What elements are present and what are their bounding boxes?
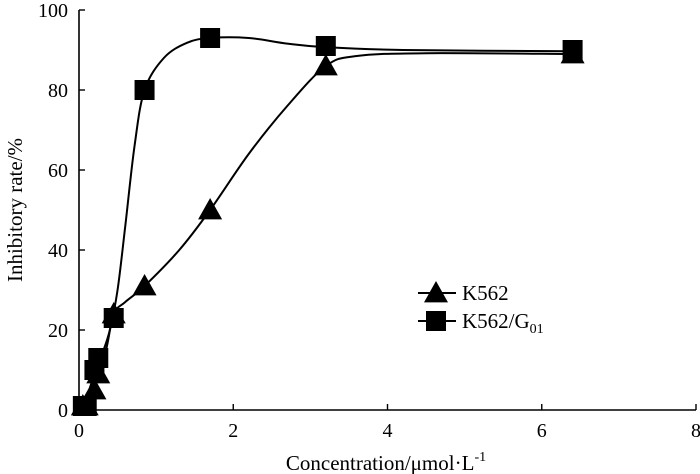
x-tick-label: 6 (537, 420, 547, 442)
axes (78, 10, 696, 411)
series-line-k562 (81, 52, 573, 411)
x-axis-title: Concentration/μmol·L-1 (286, 450, 486, 474)
y-tick-label: 20 (48, 320, 68, 342)
data-point-k562-g01 (134, 80, 155, 100)
data-point-k562-g01 (103, 308, 124, 328)
data-point-k562-g01 (562, 40, 583, 60)
x-tick-label: 2 (228, 420, 238, 442)
legend-label-subscript: 01 (530, 322, 544, 337)
y-tick-label: 80 (48, 80, 68, 102)
series-k562-g01 (72, 28, 583, 416)
y-tick-label: 0 (58, 400, 68, 422)
y-tick-label: 40 (48, 240, 68, 262)
legend-label-main: K562 (462, 281, 509, 305)
legend-item-k562-g01: K562/G01 (418, 309, 544, 337)
legend-label-main: K562/G (462, 309, 530, 333)
x-tick-label: 8 (691, 420, 700, 442)
x-tick-label: 0 (74, 420, 84, 442)
legend-marker-k562-g01 (426, 311, 446, 331)
legend: K562 K562/G01 (418, 281, 544, 337)
x-tick-label: 4 (383, 420, 393, 442)
data-point-k562 (313, 54, 338, 76)
data-point-k562 (198, 198, 223, 220)
y-tick-label: 60 (48, 160, 68, 182)
legend-marker-k562 (424, 281, 448, 303)
x-axis-title-main: Concentration/μmol·L (286, 451, 475, 474)
data-point-k562 (132, 274, 157, 296)
legend-item-k562: K562 (418, 281, 509, 305)
legend-label-k562-g01: K562/G01 (462, 309, 544, 337)
data-point-k562-g01 (315, 36, 336, 56)
x-axis-title-superscript: -1 (474, 450, 486, 465)
data-point-k562-g01 (76, 396, 97, 416)
y-tick-label: 100 (38, 0, 68, 22)
data-point-k562-g01 (88, 348, 109, 368)
data-point-k562-g01 (200, 28, 221, 48)
y-axis-title: Inhibitory rate/% (3, 138, 27, 282)
legend-label-k562: K562 (462, 281, 509, 305)
series-layer (70, 28, 585, 416)
series-line-k562-g01 (81, 36, 573, 411)
